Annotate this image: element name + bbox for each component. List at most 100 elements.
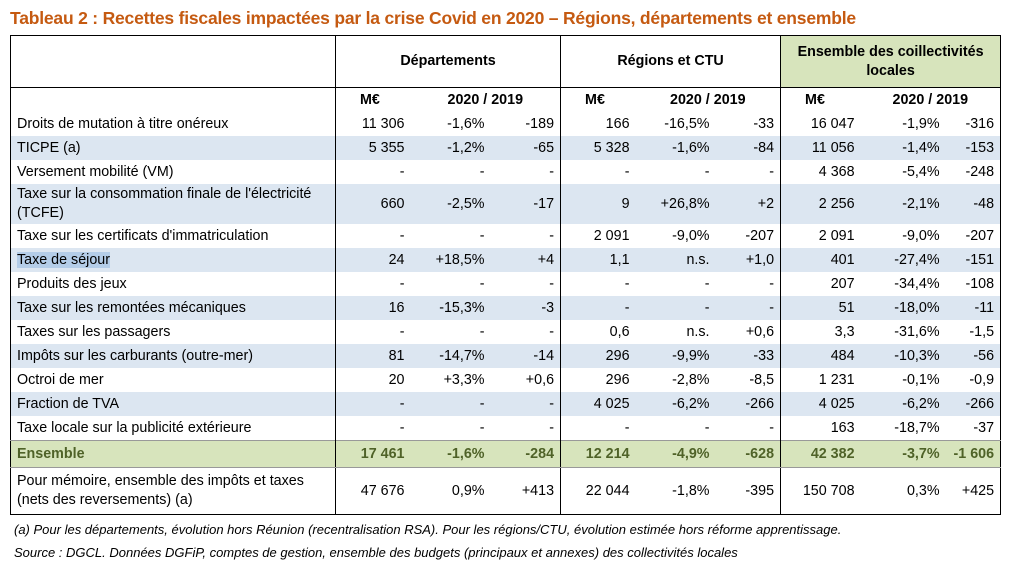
- cell: 484: [780, 344, 861, 368]
- empty-cell: [11, 88, 336, 113]
- cell: -: [335, 416, 411, 441]
- cell: -207: [745, 227, 775, 244]
- cell: 22 044: [560, 467, 636, 515]
- cell: 401: [780, 248, 861, 272]
- cell: -9,0%: [672, 227, 710, 244]
- cell: -: [769, 163, 775, 180]
- cell: -11: [945, 296, 1001, 320]
- cell: 5 328: [560, 136, 636, 160]
- cell: 2 256: [780, 184, 861, 224]
- title: Tableau 2 : Recettes fiscales impactées …: [10, 8, 856, 28]
- cell: -2,5%: [410, 184, 491, 224]
- cell: +413: [490, 467, 561, 515]
- cell: -1,6%: [635, 136, 716, 160]
- cell: 166: [560, 112, 636, 136]
- cell: -266: [945, 392, 1001, 416]
- row-label: Taxe sur les remontées mécaniques: [10, 296, 336, 320]
- cell: -151: [945, 248, 1001, 272]
- cell: -: [490, 392, 561, 416]
- cell: -: [769, 419, 775, 436]
- row-label-text: Impôts sur les carburants (outre-mer): [17, 347, 253, 364]
- subheader-row: M€ 2020 / 2019 M€ 2020 / 2019 M€ 2020 / 2019: [11, 87, 1001, 113]
- cell: -1,8%: [635, 467, 716, 515]
- cell: -: [335, 160, 411, 184]
- cell: 5 355: [335, 136, 411, 160]
- cell: 4 368: [780, 160, 861, 184]
- cell: -: [549, 419, 555, 436]
- cell: +2: [715, 184, 781, 224]
- cell: -10,3%: [860, 344, 946, 368]
- cell: -33: [715, 344, 781, 368]
- cell: +0,6: [745, 323, 775, 340]
- cell: -3: [490, 296, 561, 320]
- cell: -31,6%: [894, 323, 940, 340]
- cell: 0,9%: [410, 467, 491, 515]
- table-row: Fraction de TVA - - -4 025 -6,2% -266 4 025 -6,…: [10, 392, 1001, 416]
- cell: -: [704, 275, 710, 292]
- cell: +425: [945, 467, 1001, 515]
- cell: -27,4%: [860, 248, 946, 272]
- cell: -: [549, 163, 555, 180]
- cell: 207: [780, 272, 861, 296]
- table-row: TICPE (a) 5 355 -1,2% -65 5 328 -1,6% -84 11 05…: [10, 136, 1001, 160]
- table-row: Taxe sur les certificats d'immatriculati…: [11, 224, 1001, 248]
- row-label-text: Octroi de mer: [17, 371, 104, 388]
- cell: 11 056: [780, 136, 861, 160]
- subheader: M€: [560, 87, 636, 112]
- cell: -18,0%: [860, 296, 946, 320]
- cell: -8,5: [749, 371, 775, 388]
- cell: -3,7%: [860, 440, 946, 468]
- cell: -2,1%: [860, 184, 946, 224]
- row-label: Pour mémoire, ensemble des impôts et tax…: [10, 467, 336, 515]
- cell: -266: [715, 392, 781, 416]
- cell: -15,3%: [410, 296, 491, 320]
- table: Départements Régions et CTU Ensemble des c…: [10, 35, 1002, 515]
- cell: -48: [945, 184, 1001, 224]
- row-label-text: Taxe sur la consommation finale de l'éle…: [17, 186, 312, 221]
- row-label-text: Produits des jeux: [17, 275, 127, 292]
- cell: -34,4%: [894, 275, 940, 292]
- cell: +3,3%: [443, 371, 485, 388]
- cell: 24: [335, 248, 411, 272]
- cell: 163: [780, 416, 861, 441]
- table-row: Taxe sur la consommation finale de l'éle…: [10, 184, 1001, 224]
- row-label-text: Taxe sur les remontées mécaniques: [17, 299, 246, 316]
- cell: -628: [715, 440, 781, 468]
- table-row: Droits de mutation à titre onéreux 11 306…: [11, 112, 1001, 136]
- cell: 296: [560, 344, 636, 368]
- cell: -17: [490, 184, 561, 224]
- row-label-text: Versement mobilité (VM): [17, 163, 174, 180]
- cell: -: [335, 272, 411, 296]
- cell: -9,0%: [902, 227, 940, 244]
- cell: -1,2%: [410, 136, 491, 160]
- cell: +4: [490, 248, 561, 272]
- cell: -1,9%: [902, 115, 940, 132]
- cell: 1,1: [560, 248, 636, 272]
- table-row: Produits des jeux - - - - - -207 -34,4% -108: [11, 272, 1001, 296]
- cell: 20: [335, 368, 411, 392]
- cell: +1,0: [715, 248, 781, 272]
- table-row: Taxe sur les remontées mécaniques 16 -15,3…: [10, 296, 1001, 320]
- table-row: Impôts sur les carburants (outre-mer) 81-…: [10, 344, 1001, 368]
- row-label: Octroi de mer: [11, 368, 336, 392]
- cell: -6,2%: [860, 392, 946, 416]
- row-label: Impôts sur les carburants (outre-mer): [10, 344, 336, 368]
- cell: 47 676: [335, 467, 411, 515]
- row-label-text: Fraction de TVA: [17, 395, 119, 412]
- subheader: 2020 / 2019: [447, 91, 524, 108]
- header-row: Départements Régions et CTU Ensemble des c…: [10, 35, 1001, 88]
- row-label-text: Taxes sur les passagers: [17, 323, 171, 340]
- row-label: Droits de mutation à titre onéreux: [11, 112, 336, 136]
- cell: -: [560, 272, 636, 296]
- cell: 0,6: [560, 320, 636, 344]
- row-label-text: Droits de mutation à titre onéreux: [17, 115, 229, 132]
- cell: +0,6: [525, 371, 555, 388]
- cell: -: [479, 275, 485, 292]
- cell: -: [560, 160, 636, 184]
- cell: 150 708: [780, 467, 861, 515]
- cell: 4 025: [780, 392, 861, 416]
- cell: -: [479, 163, 485, 180]
- row-label: Taxe de séjour: [10, 248, 336, 272]
- cell: -2,8%: [672, 371, 710, 388]
